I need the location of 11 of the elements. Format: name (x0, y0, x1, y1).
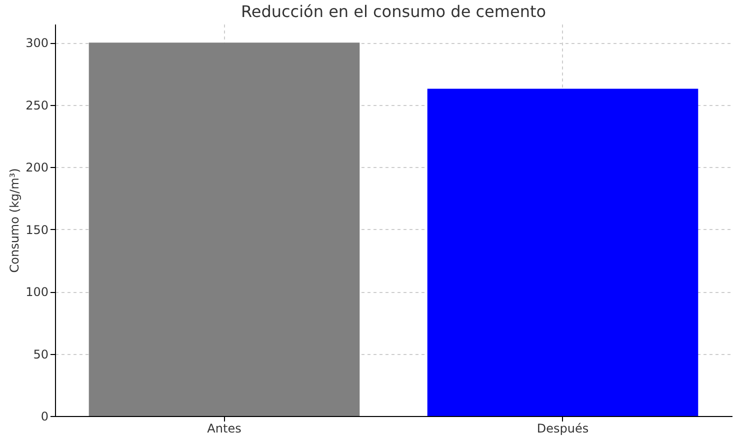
x-tick-label: Antes (207, 422, 242, 436)
y-tick-label: 0 (40, 410, 48, 424)
y-tick-label: 250 (26, 98, 48, 112)
y-tick-label: 100 (26, 285, 48, 300)
y-tick-label: 300 (26, 36, 48, 50)
y-tick-label: 50 (33, 347, 48, 362)
y-tick-label: 200 (26, 160, 48, 175)
y-tick-label: 150 (26, 222, 48, 237)
y-axis-title: Consumo (kg/m³) (8, 168, 22, 273)
chart-title: Reducción en el consumo de cemento (240, 2, 546, 21)
x-tick-label: Después (536, 422, 589, 436)
